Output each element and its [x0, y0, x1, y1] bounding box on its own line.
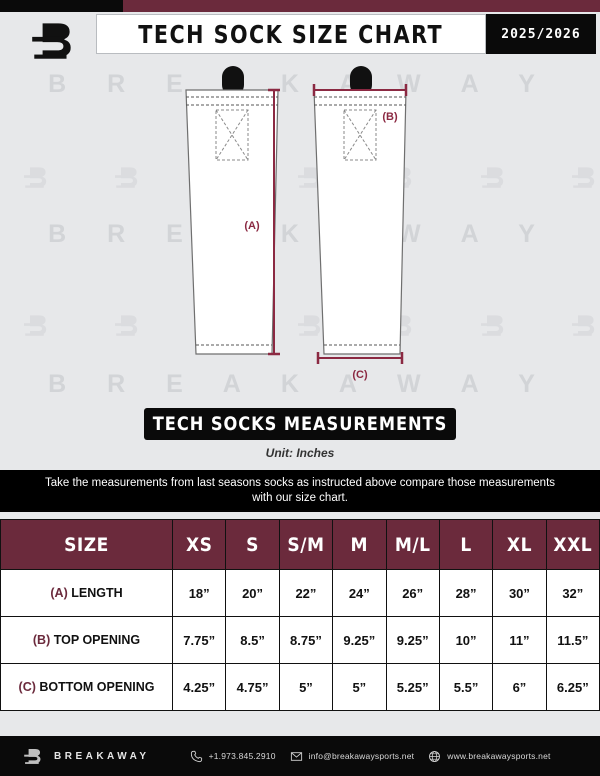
footer-website[interactable]: www.breakawaysports.net	[428, 750, 550, 763]
phone-icon	[190, 750, 202, 762]
measure-label-c: (C)	[352, 369, 368, 381]
envelope-icon	[290, 751, 302, 761]
footer-phone-text: +1.973.845.2910	[208, 751, 276, 761]
breakaway-b-logo-icon	[24, 748, 41, 764]
footer-brand-name: BREAKAWAY	[54, 750, 150, 762]
row-name-top-opening: TOP OPENING	[53, 633, 141, 647]
row-label-length: (A) LENGTH	[0, 569, 173, 617]
footer-contacts: +1.973.845.2910 info@breakawaysports.net…	[190, 750, 551, 763]
cell-top-ml: 9.25”	[385, 616, 440, 664]
page-footer: BREAKAWAY +1.973.845.2910 info@breakaway…	[0, 736, 600, 776]
column-header-s: S	[225, 519, 280, 570]
breakaway-b-watermark-icon	[572, 167, 595, 188]
table-row: (A) LENGTH 18” 20” 22” 24” 26” 28” 30” 3…	[0, 569, 600, 617]
top-bar-black-segment	[0, 0, 123, 12]
instruction-band: Take the measurements from last seasons …	[0, 470, 600, 512]
cell-length-m: 24”	[332, 569, 387, 617]
page-title-plate: TECH SOCK SIZE CHART	[96, 14, 486, 54]
column-header-l: L	[438, 519, 494, 570]
breakaway-b-watermark-icon	[572, 315, 595, 336]
cell-top-l: 10”	[438, 616, 494, 664]
page-header: TECH SOCK SIZE CHART 2025/2026	[0, 12, 600, 62]
cell-top-xs: 7.75”	[171, 616, 227, 664]
column-header-sm: S/M	[278, 519, 334, 570]
cell-top-sm: 8.75”	[278, 616, 334, 664]
globe-icon	[429, 750, 441, 762]
row-letter-a: (A)	[50, 586, 68, 600]
cell-bottom-m: 5”	[332, 663, 387, 711]
season-year-badge: 2025/2026	[486, 14, 596, 54]
breakaway-b-watermark-icon	[297, 167, 321, 188]
breakaway-b-watermark-icon	[115, 167, 138, 188]
table-row: (B) TOP OPENING 7.75” 8.5” 8.75” 9.25” 9…	[0, 616, 600, 664]
measurements-title: TECH SOCKS MEASUREMENTS	[152, 413, 448, 435]
season-year-text: 2025/2026	[501, 26, 581, 42]
sock-left-figure	[185, 66, 279, 355]
sock-right-figure	[313, 66, 407, 355]
measure-line-c	[316, 352, 404, 364]
row-label-bottom-opening: (C) BOTTOM OPENING	[0, 663, 173, 711]
row-label-top-opening: (B) TOP OPENING	[0, 616, 173, 664]
cell-bottom-xl: 6”	[492, 663, 547, 711]
measurements-title-plate: TECH SOCKS MEASUREMENTS	[144, 408, 456, 440]
breakaway-b-watermark-icon	[23, 315, 46, 336]
breakaway-b-watermark-icon	[480, 315, 504, 336]
watermark-text: B R E A K A W A Y	[48, 370, 552, 398]
cell-top-xl: 11”	[492, 616, 547, 664]
page-title: TECH SOCK SIZE CHART	[138, 19, 444, 49]
measure-label-b: (B)	[382, 111, 398, 123]
footer-website-text: www.breakawaysports.net	[447, 751, 551, 761]
column-header-m: M	[332, 519, 387, 570]
breakaway-b-watermark-icon	[480, 167, 504, 188]
breakaway-b-watermark-icon	[297, 315, 321, 336]
cell-top-xxl: 11.5”	[545, 616, 600, 664]
cell-length-xxl: 32”	[545, 569, 600, 617]
row-letter-c: (C)	[18, 680, 36, 694]
top-bar-maroon-segment	[123, 0, 600, 12]
row-letter-b: (B)	[32, 633, 51, 647]
top-color-bar	[0, 0, 600, 12]
cell-top-s: 8.5”	[225, 616, 280, 664]
cell-length-xs: 18”	[171, 569, 227, 617]
cell-length-l: 28”	[438, 569, 494, 617]
cell-bottom-l: 5.5”	[438, 663, 494, 711]
cell-length-s: 20”	[225, 569, 280, 617]
cell-top-m: 9.25”	[332, 616, 387, 664]
cell-bottom-sm: 5”	[278, 663, 334, 711]
row-name-length: LENGTH	[71, 586, 123, 600]
cell-length-xl: 30”	[492, 569, 547, 617]
row-name-bottom-opening: BOTTOM OPENING	[39, 680, 155, 694]
sock-diagram: (A) (B)	[0, 62, 600, 402]
cell-bottom-s: 4.75”	[225, 663, 280, 711]
column-header-xs: XS	[171, 519, 227, 570]
footer-email[interactable]: info@breakawaysports.net	[290, 750, 415, 763]
cell-length-ml: 26”	[385, 569, 440, 617]
column-header-ml: M/L	[385, 519, 440, 570]
footer-phone[interactable]: +1.973.845.2910	[190, 750, 276, 763]
table-header-row: SIZE XS S S/M M M/L L XL XXL	[0, 519, 600, 570]
breakaway-b-watermark-icon	[115, 315, 138, 336]
cell-length-sm: 22”	[278, 569, 334, 617]
size-table-wrapper: SIZE XS S S/M M M/L L XL XXL (A) LENGTH	[0, 519, 600, 711]
cell-bottom-xs: 4.25”	[171, 663, 227, 711]
watermark-text: B R E A K A W A Y	[48, 70, 552, 98]
unit-label: Unit: Inches	[265, 446, 335, 460]
column-header-xl: XL	[492, 519, 547, 570]
cell-bottom-ml: 5.25”	[385, 663, 440, 711]
measure-line-b	[312, 84, 408, 96]
breakaway-b-logo-icon	[32, 23, 71, 59]
table-row: (C) BOTTOM OPENING 4.25” 4.75” 5” 5” 5.2…	[0, 663, 600, 711]
footer-brand: BREAKAWAY	[22, 745, 150, 767]
column-header-size: SIZE	[0, 519, 173, 570]
watermark-text: B R E A K A W A Y	[48, 220, 552, 248]
measure-line-a	[268, 88, 280, 356]
column-header-xxl: XXL	[545, 519, 600, 570]
cell-bottom-xxl: 6.25”	[545, 663, 600, 711]
breakaway-b-watermark-icon	[23, 167, 46, 188]
measure-label-a: (A)	[244, 220, 260, 232]
size-chart-table: SIZE XS S S/M M M/L L XL XXL (A) LENGTH	[0, 519, 600, 711]
footer-email-text: info@breakawaysports.net	[308, 751, 415, 761]
